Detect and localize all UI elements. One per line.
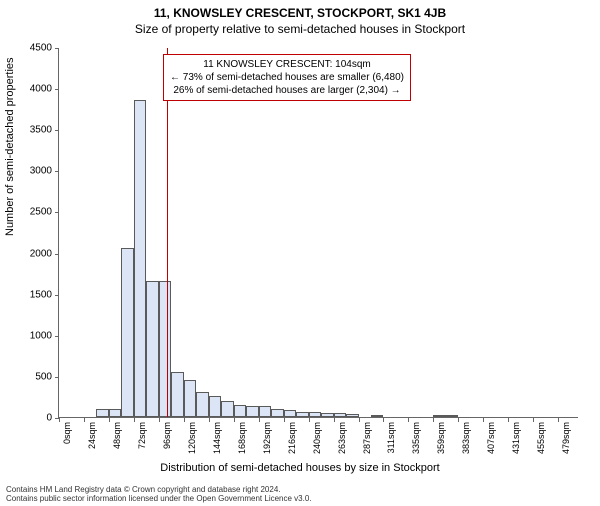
y-tick-mark [55,295,59,296]
histogram-bar [371,415,383,417]
y-tick-label: 2000 [0,248,52,259]
x-tick-label: 263sqm [337,422,347,454]
x-tick-mark [159,418,160,422]
y-tick-mark [55,171,59,172]
y-tick-label: 4000 [0,84,52,95]
page-title: 11, KNOWSLEY CRESCENT, STOCKPORT, SK1 4J… [0,6,600,20]
x-tick-mark [234,418,235,422]
histogram-bar [446,415,458,417]
x-tick-label: 240sqm [312,422,322,454]
x-tick-mark [483,418,484,422]
histogram-bar [309,412,321,417]
x-tick-label: 0sqm [62,422,72,444]
x-tick-mark [59,418,60,422]
y-tick-label: 500 [0,371,52,382]
histogram-bar [96,409,108,417]
x-tick-mark [408,418,409,422]
histogram-bar [109,409,121,417]
x-tick-mark [533,418,534,422]
footer-attribution: Contains HM Land Registry data © Crown c… [6,485,312,504]
histogram-bar [221,401,233,417]
x-tick-label: 287sqm [362,422,372,454]
x-tick-mark [458,418,459,422]
x-tick-label: 479sqm [561,422,571,454]
y-tick-label: 1500 [0,289,52,300]
histogram-bar [234,405,246,417]
x-tick-label: 407sqm [486,422,496,454]
x-tick-mark [259,418,260,422]
y-tick-label: 3500 [0,125,52,136]
info-line-1: 11 KNOWSLEY CRESCENT: 104sqm [170,58,404,71]
x-tick-mark [84,418,85,422]
histogram-bar [121,248,133,417]
page-subtitle: Size of property relative to semi-detach… [0,22,600,36]
histogram-bar [284,410,296,417]
x-tick-label: 455sqm [536,422,546,454]
histogram-bar [271,409,283,417]
info-line-2: ← 73% of semi-detached houses are smalle… [170,71,404,84]
x-tick-mark [433,418,434,422]
histogram-bar [259,406,271,417]
y-tick-label: 2500 [0,207,52,218]
y-tick-label: 0 [0,413,52,424]
histogram-chart: 0500100015002000250030003500400045000sqm… [58,48,578,418]
x-tick-label: 431sqm [511,422,521,454]
x-tick-mark [109,418,110,422]
x-axis-label: Distribution of semi-detached houses by … [0,462,600,474]
plot-area: 0500100015002000250030003500400045000sqm… [58,48,578,418]
histogram-bar [433,415,445,417]
x-tick-mark [309,418,310,422]
x-tick-label: 168sqm [237,422,247,454]
marker-line [167,48,168,417]
y-tick-mark [55,130,59,131]
histogram-bar [196,392,208,417]
x-tick-mark [334,418,335,422]
y-tick-mark [55,89,59,90]
x-tick-mark [383,418,384,422]
x-tick-label: 216sqm [287,422,297,454]
x-tick-label: 144sqm [212,422,222,454]
x-tick-mark [508,418,509,422]
histogram-bar [246,406,258,417]
x-tick-mark [558,418,559,422]
x-tick-mark [359,418,360,422]
x-tick-mark [284,418,285,422]
x-tick-label: 96sqm [162,422,172,449]
histogram-bar [171,372,183,417]
y-tick-mark [55,336,59,337]
y-tick-mark [55,212,59,213]
histogram-bar [184,380,196,417]
x-tick-label: 383sqm [461,422,471,454]
y-tick-mark [55,254,59,255]
y-tick-label: 1000 [0,330,52,341]
x-tick-label: 311sqm [386,422,396,453]
x-tick-mark [184,418,185,422]
histogram-bar [321,413,333,417]
info-line-3: 26% of semi-detached houses are larger (… [170,84,404,97]
footer-line-2: Contains public sector information licen… [6,494,312,504]
histogram-bar [296,412,308,417]
y-tick-mark [55,48,59,49]
x-tick-label: 48sqm [112,422,122,449]
x-tick-mark [209,418,210,422]
histogram-bar [209,396,221,417]
x-tick-label: 192sqm [262,422,272,454]
y-tick-mark [55,377,59,378]
histogram-bar [159,281,171,417]
x-tick-label: 335sqm [411,422,421,454]
footer-line-1: Contains HM Land Registry data © Crown c… [6,485,312,495]
histogram-bar [346,414,358,417]
x-tick-label: 120sqm [187,422,197,454]
x-tick-label: 359sqm [436,422,446,454]
y-tick-label: 3000 [0,166,52,177]
info-box: 11 KNOWSLEY CRESCENT: 104sqm ← 73% of se… [163,54,411,101]
x-tick-label: 24sqm [87,422,97,449]
histogram-bar [146,281,158,417]
x-tick-mark [134,418,135,422]
y-tick-label: 4500 [0,43,52,54]
histogram-bar [334,413,346,417]
histogram-bar [134,100,146,417]
x-tick-label: 72sqm [137,422,147,449]
